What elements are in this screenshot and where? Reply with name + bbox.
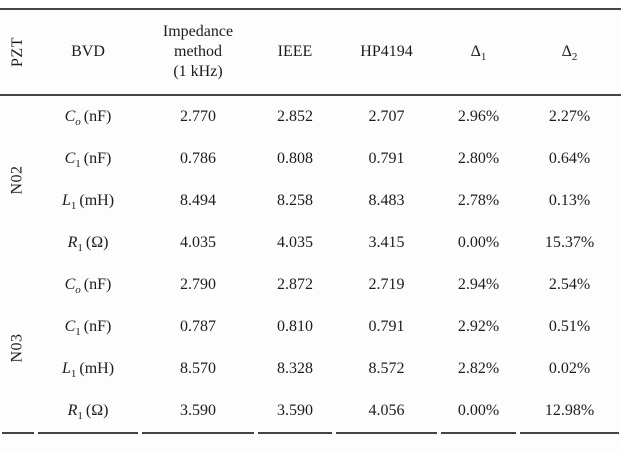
value-cell: 0.791: [368, 150, 405, 167]
value-cell: 0.786: [180, 150, 216, 167]
col-header-delta1: Δ1: [439, 9, 518, 96]
value-cell: 2.82%: [457, 360, 500, 377]
bottom-rule-segment: [441, 432, 516, 434]
value-cell: 8.258: [277, 192, 313, 209]
pzt-vertical-label: PZT: [8, 37, 26, 67]
header-row: PZT BVD Impedance method (1 kHz) IEEE HP…: [0, 9, 621, 96]
value-cell: 4.056: [368, 402, 405, 419]
param-label: R1 (Ω): [67, 234, 109, 255]
table-container: PZT BVD Impedance method (1 kHz) IEEE HP…: [0, 8, 621, 440]
col-header-hp4194: HP4194: [334, 9, 439, 96]
value-cell: 0.64%: [548, 150, 591, 167]
value-cell: 2.92%: [457, 318, 500, 335]
bottom-rule-segment: [142, 432, 254, 434]
value-cell: 0.787: [180, 318, 216, 335]
col-header-ieee: IEEE: [256, 9, 334, 96]
table-row: N03 Co (nF) 2.790 2.872 2.719 2.94% 2.54%: [0, 264, 621, 363]
value-cell: 0.13%: [548, 192, 591, 209]
value-cell: 3.590: [180, 402, 216, 419]
group-label-n02: N02: [9, 165, 26, 195]
value-cell: 0.791: [368, 318, 405, 335]
table-row: R1 (Ω) 4.035 4.035 3.415 0.00% 15.37%: [0, 222, 621, 264]
param-label: R1 (Ω): [67, 402, 109, 423]
value-cell: 0.00%: [457, 402, 500, 419]
value-cell: 12.98%: [544, 402, 595, 419]
value-cell: 0.00%: [457, 234, 500, 251]
col-header-delta2: Δ2: [518, 9, 621, 96]
value-cell: 8.570: [180, 360, 216, 377]
table-row: C1 (nF) 0.787 0.810 0.791 2.92% 0.51%: [0, 306, 621, 348]
value-cell: 15.37%: [544, 234, 595, 251]
bottom-rule-segment: [2, 432, 34, 434]
table-row: N02 Co (nF) 2.770 2.852 2.707 2.96% 2.27%: [0, 95, 621, 195]
table-row: C1 (nF) 0.786 0.808 0.791 2.80% 0.64%: [0, 138, 621, 180]
value-cell: 2.78%: [457, 192, 500, 209]
parameters-table: PZT BVD Impedance method (1 kHz) IEEE HP…: [0, 8, 621, 440]
table-row: R1 (Ω) 3.590 3.590 4.056 0.00% 12.98%: [0, 390, 621, 432]
value-cell: 2.790: [180, 276, 216, 293]
value-cell: 8.494: [180, 192, 216, 209]
group-label-n03: N03: [9, 333, 26, 363]
value-cell: 2.96%: [457, 108, 500, 125]
param-label: Co (nF): [64, 276, 112, 297]
param-label: C1 (nF): [64, 318, 112, 339]
value-cell: 2.872: [277, 276, 313, 293]
param-label: L1 (mH): [61, 360, 115, 381]
param-label: L1 (mH): [61, 192, 115, 213]
param-label: Co (nF): [64, 108, 112, 129]
bottom-rule-segment: [336, 432, 437, 434]
value-cell: 0.02%: [548, 360, 591, 377]
table-row: L1 (mH) 8.570 8.328 8.572 2.82% 0.02%: [0, 348, 621, 390]
col-header-impedance-method: Impedance method (1 kHz): [140, 9, 256, 96]
col-header-pzt: PZT: [0, 9, 36, 96]
bottom-rule-segment: [520, 432, 619, 434]
value-cell: 2.852: [277, 108, 313, 125]
value-cell: 8.483: [368, 192, 405, 209]
value-cell: 4.035: [277, 234, 313, 251]
value-cell: 3.415: [368, 234, 405, 251]
bottom-rule-segment: [38, 432, 138, 434]
value-cell: 2.719: [368, 276, 405, 293]
value-cell: 0.810: [277, 318, 313, 335]
table-row: L1 (mH) 8.494 8.258 8.483 2.78% 0.13%: [0, 180, 621, 222]
value-cell: 2.27%: [548, 108, 591, 125]
col-header-bvd: BVD: [36, 9, 140, 96]
value-cell: 8.572: [368, 360, 405, 377]
value-cell: 2.707: [368, 108, 405, 125]
param-label: C1 (nF): [64, 150, 112, 171]
value-cell: 3.590: [277, 402, 313, 419]
value-cell: 4.035: [180, 234, 216, 251]
value-cell: 2.770: [180, 108, 216, 125]
value-cell: 2.94%: [457, 276, 500, 293]
bottom-rule-segment: [258, 432, 332, 434]
value-cell: 0.51%: [548, 318, 591, 335]
bottom-rule-row: [0, 432, 621, 440]
value-cell: 2.54%: [548, 276, 591, 293]
value-cell: 0.808: [277, 150, 313, 167]
value-cell: 8.328: [277, 360, 313, 377]
value-cell: 2.80%: [457, 150, 500, 167]
